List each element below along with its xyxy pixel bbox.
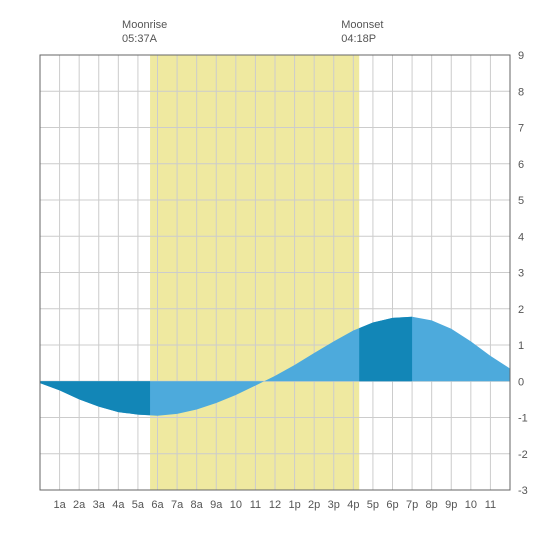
svg-text:1: 1 (518, 340, 524, 352)
svg-text:5: 5 (518, 195, 524, 207)
moonset-label: Moonset 04:18P (341, 18, 383, 47)
svg-text:5a: 5a (132, 499, 145, 511)
svg-text:4p: 4p (347, 499, 359, 511)
moonrise-time: 05:37A (122, 33, 157, 45)
svg-text:2p: 2p (308, 499, 320, 511)
svg-text:4: 4 (518, 231, 524, 243)
svg-text:11: 11 (485, 499, 496, 511)
svg-text:6: 6 (518, 159, 524, 171)
svg-text:-1: -1 (518, 413, 528, 425)
svg-text:2: 2 (518, 304, 524, 316)
svg-text:10: 10 (230, 499, 242, 511)
svg-text:7a: 7a (171, 499, 184, 511)
svg-text:3p: 3p (328, 499, 340, 511)
svg-text:0: 0 (518, 376, 524, 388)
moonrise-label: Moonrise 05:37A (122, 18, 167, 47)
svg-text:9p: 9p (445, 499, 457, 511)
svg-text:1a: 1a (53, 499, 66, 511)
svg-text:6a: 6a (151, 499, 164, 511)
svg-text:2a: 2a (73, 499, 86, 511)
svg-text:-3: -3 (518, 485, 528, 497)
tide-chart: -3-2-101234567891a2a3a4a5a6a7a8a9a101112… (0, 0, 550, 550)
svg-text:8: 8 (518, 86, 524, 98)
svg-text:9a: 9a (210, 499, 223, 511)
svg-text:4a: 4a (112, 499, 125, 511)
svg-text:7p: 7p (406, 499, 418, 511)
svg-text:12: 12 (269, 499, 281, 511)
svg-text:11: 11 (250, 499, 261, 511)
svg-text:6p: 6p (386, 499, 398, 511)
svg-text:5p: 5p (367, 499, 379, 511)
chart-svg: -3-2-101234567891a2a3a4a5a6a7a8a9a101112… (0, 0, 550, 550)
moonset-title: Moonset (341, 19, 383, 31)
moonrise-title: Moonrise (122, 19, 167, 31)
svg-text:7: 7 (518, 123, 524, 135)
svg-text:8a: 8a (191, 499, 204, 511)
svg-text:8p: 8p (426, 499, 438, 511)
svg-text:10: 10 (465, 499, 477, 511)
svg-text:9: 9 (518, 50, 524, 62)
svg-text:-2: -2 (518, 449, 528, 461)
moonset-time: 04:18P (341, 33, 376, 45)
svg-text:3: 3 (518, 268, 524, 280)
svg-text:3a: 3a (93, 499, 106, 511)
svg-text:1p: 1p (288, 499, 300, 511)
